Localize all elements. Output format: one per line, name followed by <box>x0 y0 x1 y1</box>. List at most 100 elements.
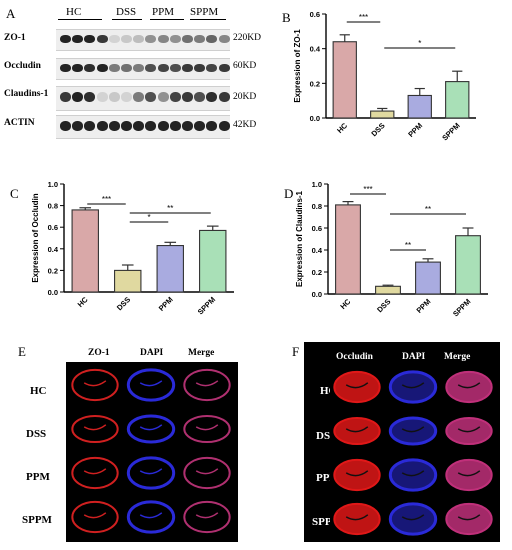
fluor-tile <box>386 454 440 496</box>
bar <box>445 81 470 119</box>
lumen-line <box>401 514 425 521</box>
wb-band <box>169 92 181 102</box>
tissue-section <box>183 368 231 402</box>
lumen-line <box>83 512 107 519</box>
wb-band <box>60 92 71 102</box>
fluor-tile <box>68 408 122 450</box>
fluor-tile-image <box>333 458 381 492</box>
panel-letter-c: C <box>10 186 19 201</box>
wb-band <box>182 35 193 43</box>
lumen-line <box>83 380 107 387</box>
fluor-tile <box>442 454 496 496</box>
fluor-tile <box>442 366 496 408</box>
bar <box>114 269 142 293</box>
bar <box>370 110 395 119</box>
fluor-tile-image <box>71 456 119 490</box>
wb-group-underline-sppm <box>190 19 226 20</box>
wb-band <box>72 92 84 102</box>
fluor-tile-image <box>388 502 438 536</box>
bar <box>407 94 432 119</box>
y-tick-label: 0.8 <box>48 202 58 211</box>
wb-group-ppm: PPM <box>152 6 175 18</box>
bar <box>71 209 99 293</box>
wb-band <box>157 35 169 43</box>
lumen-line <box>83 424 107 431</box>
wb-size-occludin: 60KD <box>233 61 257 71</box>
fluor-tile <box>124 364 178 406</box>
wb-band <box>133 121 145 131</box>
chart-occludin: 0.0 0.2 0.4 0.6 0.8 1.0 Expression of Occludin… <box>31 180 234 316</box>
significance-label: * <box>418 39 421 48</box>
tissue-section <box>126 500 176 534</box>
fluor-tile <box>386 366 440 408</box>
wb-band <box>108 121 120 131</box>
lumen-line <box>457 514 481 521</box>
wb-band <box>72 64 84 72</box>
lumen-line <box>345 382 369 389</box>
fluor-tile-image <box>333 502 381 536</box>
tissue-section <box>71 368 119 402</box>
wb-band <box>96 35 108 43</box>
wb-band <box>84 92 96 102</box>
lumen-line <box>457 470 481 477</box>
lumen-line <box>457 382 481 389</box>
panel-letter-f: F <box>292 344 300 359</box>
wb-band <box>96 121 108 131</box>
x-tick-label: DSS <box>369 121 386 138</box>
fluor-tile-image <box>183 500 231 534</box>
significance-label: *** <box>359 13 368 22</box>
wb-band <box>182 121 193 131</box>
lumen-line <box>139 512 163 519</box>
wb-band <box>169 35 181 43</box>
lumen-line <box>457 426 481 433</box>
y-tick-label: 0.6 <box>310 10 320 19</box>
y-tick-label: 0.8 <box>312 202 322 211</box>
fluor-tile <box>180 408 234 450</box>
wb-size-claudins: 20KD <box>233 92 257 102</box>
wb-band <box>84 35 96 43</box>
fluor-tile <box>442 410 496 452</box>
wb-band <box>206 35 218 43</box>
wb-band <box>218 64 230 72</box>
wb-band <box>121 64 132 72</box>
lumen-line <box>345 470 369 477</box>
fluor-tile <box>124 452 178 494</box>
lumen-line <box>345 514 369 521</box>
fluor-tile-image <box>388 416 438 446</box>
wb-band <box>218 35 230 43</box>
lumen-line <box>401 382 425 389</box>
fluor-tile-image <box>71 500 119 534</box>
wb-band <box>72 121 84 131</box>
fluor-tile-image <box>333 416 381 446</box>
fluor-tile <box>68 364 122 406</box>
wb-band <box>145 121 157 131</box>
tissue-section <box>126 414 176 444</box>
wb-band <box>182 92 193 102</box>
wb-band <box>157 64 169 72</box>
wb-group-underline-ppm <box>150 19 184 20</box>
fluor-tile-image <box>126 500 176 534</box>
fluor-tile-image <box>126 414 176 444</box>
lumen-line <box>195 468 219 475</box>
fluor-tile-image <box>333 370 381 404</box>
wb-band <box>157 121 169 131</box>
wb-band <box>218 92 230 102</box>
lumen-line <box>83 468 107 475</box>
fluor-f-col-merge: Merge <box>444 352 471 362</box>
fluor-tile <box>386 498 440 540</box>
fluor-tile <box>124 408 178 450</box>
bar <box>332 41 357 119</box>
y-tick-label: 0.0 <box>48 288 58 297</box>
fluor-tile-image <box>388 370 438 404</box>
tissue-section <box>71 500 119 534</box>
significance-label: * <box>147 213 150 222</box>
fluor-tile <box>386 410 440 452</box>
wb-band <box>72 35 84 43</box>
wb-band <box>169 64 181 72</box>
fluor-e-row-sppm: SPPM <box>22 514 52 526</box>
wb-band <box>218 121 230 131</box>
wb-band <box>108 92 120 102</box>
fluor-tile-image <box>183 368 231 402</box>
x-tick-label: HC <box>335 121 349 135</box>
y-tick-label: 0.4 <box>310 45 321 54</box>
